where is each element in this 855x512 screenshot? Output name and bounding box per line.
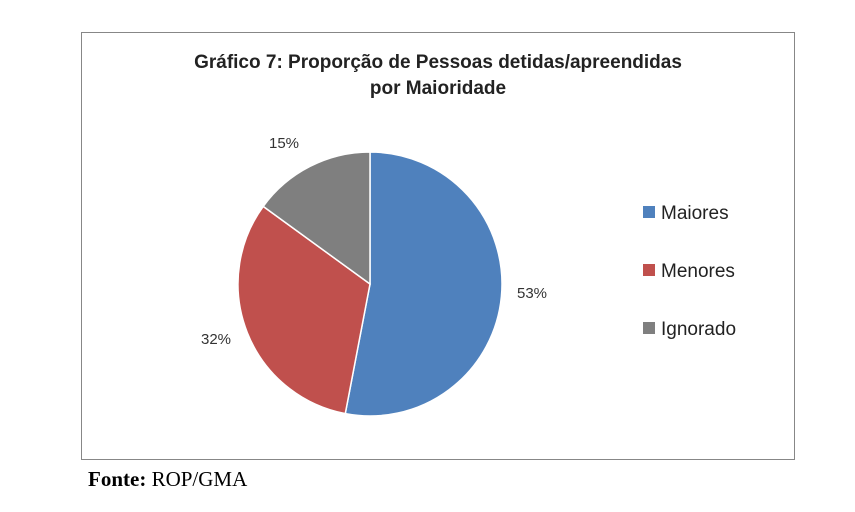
- chart-frame: [81, 32, 795, 460]
- legend-swatch: [643, 206, 655, 218]
- data-label: 15%: [269, 135, 299, 152]
- chart-title: Gráfico 7: Proporção de Pessoas detidas/…: [194, 52, 682, 99]
- data-label: 32%: [201, 331, 231, 348]
- source-note: Fonte: ROP/GMA: [88, 467, 248, 491]
- pie-slice-ignorado: [262, 151, 371, 286]
- legend-label: Menores: [661, 261, 735, 282]
- legend-swatch: [643, 264, 655, 276]
- legend-swatch: [643, 322, 655, 334]
- pie-slice-menores: [237, 205, 371, 415]
- legend-label: Maiores: [661, 203, 729, 224]
- legend-label: Ignorado: [661, 319, 736, 340]
- pie-slice-maiores: [344, 151, 503, 417]
- data-label: 53%: [517, 285, 547, 302]
